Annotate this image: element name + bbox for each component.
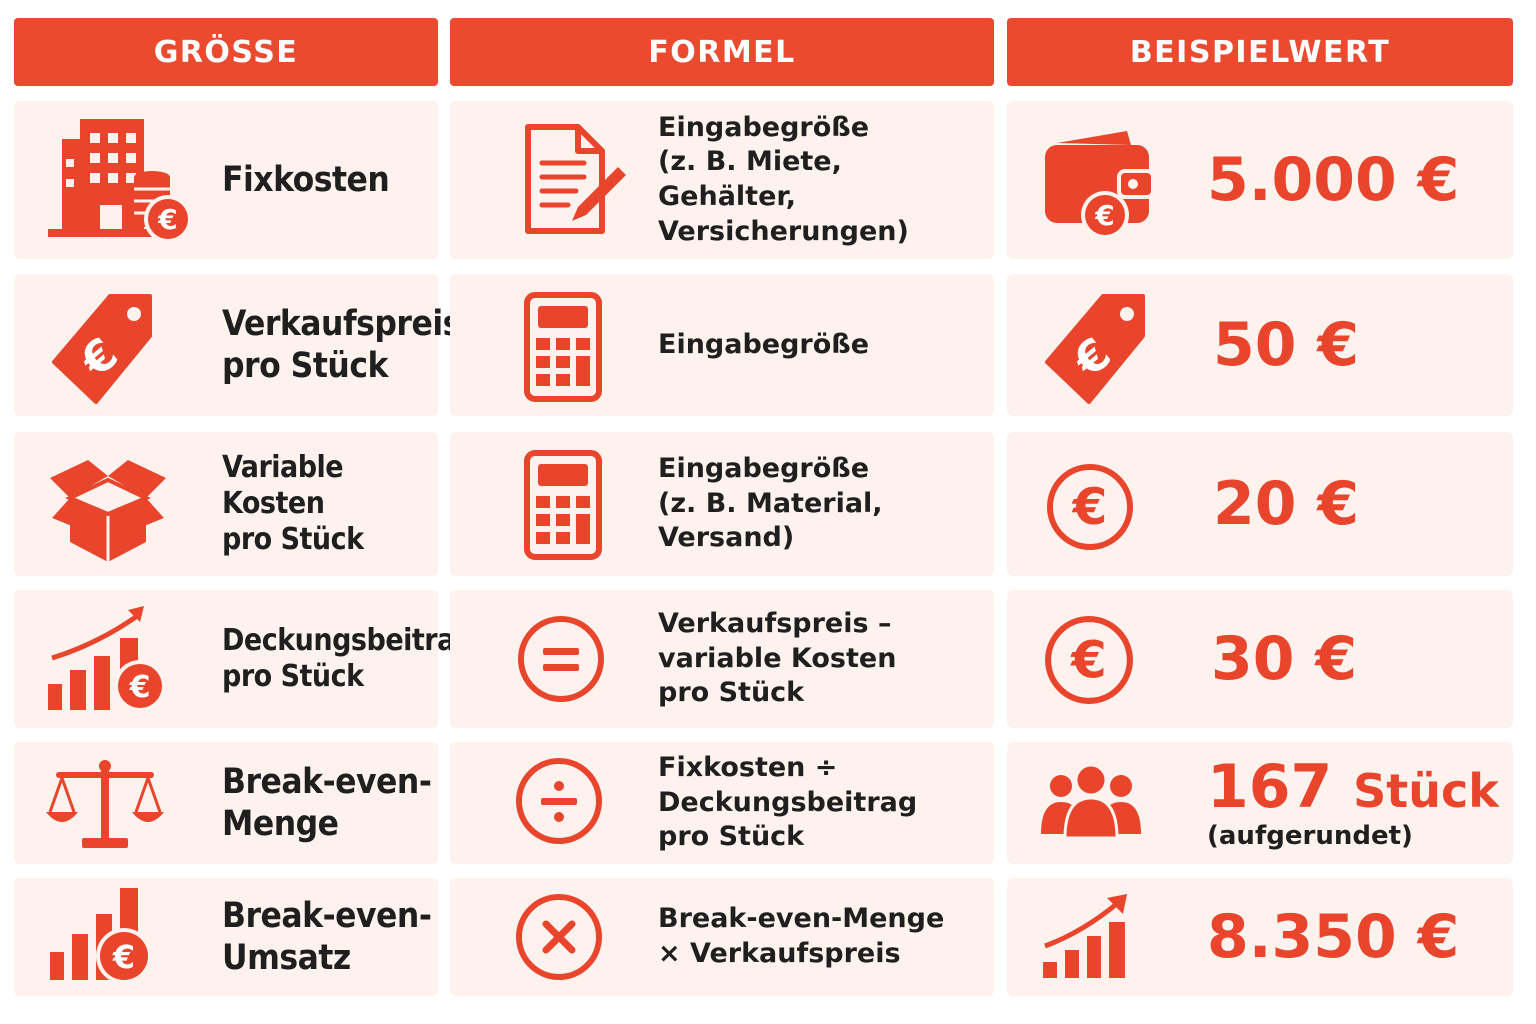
header-groesse: GRÖSSE bbox=[14, 18, 438, 86]
multiply-circle-icon bbox=[514, 892, 604, 982]
beispielwert: 30 € bbox=[1211, 590, 1357, 728]
building-coins-icon: € bbox=[48, 119, 194, 243]
wert-unit: Stück bbox=[1353, 764, 1499, 818]
divide-circle-icon bbox=[514, 756, 604, 846]
svg-text:€: € bbox=[1072, 478, 1108, 536]
svg-text:€: € bbox=[129, 670, 151, 705]
formel-text: Verkaufspreis – variable Kosten pro Stüc… bbox=[658, 608, 897, 709]
row-deckungsbeitrag-wert: € 30 € bbox=[1007, 590, 1513, 728]
row-deckungsbeitrag-groesse: € Deckungsbeitrag pro Stück bbox=[14, 590, 474, 728]
row-variable-kosten-groesse: Variable Kosten pro Stück bbox=[14, 432, 438, 576]
equals-circle-icon bbox=[516, 614, 606, 704]
row-break-even-menge-groesse: Break-even- Menge bbox=[14, 742, 438, 864]
euro-circle-icon: € bbox=[1045, 462, 1135, 552]
svg-text:€: € bbox=[1070, 631, 1107, 690]
wert-value: 167 bbox=[1207, 752, 1333, 822]
formel-text: Eingabegröße bbox=[658, 328, 870, 360]
row-verkaufspreis-wert: € 50 € bbox=[1007, 274, 1513, 416]
row-variable-kosten-wert: € 20 € bbox=[1007, 432, 1513, 576]
svg-text:€: € bbox=[1094, 199, 1114, 232]
people-group-icon bbox=[1041, 764, 1141, 838]
row-break-even-menge-formel: Fixkosten ÷ Deckungsbeitrag pro Stück bbox=[450, 742, 994, 864]
formel-text: Eingabegröße (z. B. Material, Versand) bbox=[658, 453, 883, 554]
wallet-euro-icon: € bbox=[1043, 129, 1157, 241]
row-break-even-umsatz-wert: 8.350 € bbox=[1007, 878, 1513, 996]
row-break-even-umsatz-groesse: € Break-even- Umsatz bbox=[14, 878, 438, 996]
wert-value: 20 € bbox=[1213, 469, 1360, 539]
row-break-even-menge-wert: 167 Stück (aufgerundet) bbox=[1007, 742, 1513, 864]
groesse-label: Break-even- Menge bbox=[222, 762, 432, 844]
document-pencil-icon bbox=[520, 121, 630, 239]
row-fixkosten-formel: Eingabegröße (z. B. Miete, Gehälter, Ver… bbox=[450, 101, 994, 259]
formel-text: Break-even-Menge × Verkaufspreis bbox=[658, 903, 945, 969]
row-break-even-umsatz-formel: Break-even-Menge × Verkaufspreis bbox=[450, 878, 994, 996]
header-groesse-label: GRÖSSE bbox=[153, 34, 299, 70]
groesse-label: Verkaufspreis pro Stück bbox=[222, 304, 461, 386]
formel-text: Eingabegröße (z. B. Miete, Gehälter, Ver… bbox=[658, 111, 909, 247]
wert-value: 5.000 € bbox=[1207, 145, 1460, 215]
row-deckungsbeitrag-formel: Verkaufspreis – variable Kosten pro Stüc… bbox=[450, 590, 994, 728]
euro-price-tag-icon: € bbox=[1043, 292, 1153, 408]
groesse-label: Break-even- Umsatz bbox=[222, 896, 432, 978]
bar-chart-euro-icon: € bbox=[50, 886, 156, 986]
beispielwert: 5.000 € bbox=[1207, 101, 1459, 259]
wert-note: (aufgerundet) bbox=[1207, 821, 1413, 851]
euro-price-tag-icon: € bbox=[50, 292, 160, 408]
beispielwert: 50 € bbox=[1213, 274, 1359, 416]
header-beispielwert: BEISPIELWERT bbox=[1007, 18, 1513, 86]
calculator-icon bbox=[524, 450, 602, 560]
calculator-icon bbox=[524, 292, 602, 402]
wert-value: 30 € bbox=[1211, 624, 1358, 694]
euro-circle-icon: € bbox=[1043, 614, 1135, 706]
growth-chart-euro-icon: € bbox=[48, 604, 168, 714]
growth-chart-icon bbox=[1043, 892, 1133, 980]
row-verkaufspreis-groesse: € Verkaufspreis pro Stück bbox=[14, 274, 461, 416]
row-fixkosten-groesse: € Fixkosten bbox=[14, 101, 438, 259]
row-verkaufspreis-formel: Eingabegröße bbox=[450, 274, 994, 416]
row-fixkosten-wert: € 5.000 € bbox=[1007, 101, 1513, 259]
beispielwert: 167 Stück (aufgerundet) bbox=[1207, 742, 1499, 864]
row-variable-kosten-formel: Eingabegröße (z. B. Material, Versand) bbox=[450, 432, 994, 576]
header-formel: FORMEL bbox=[450, 18, 994, 86]
groesse-label: Fixkosten bbox=[222, 160, 390, 200]
wert-value: 50 € bbox=[1213, 310, 1360, 380]
groesse-label: Deckungsbeitrag pro Stück bbox=[222, 623, 474, 694]
beispielwert: 8.350 € bbox=[1207, 878, 1459, 996]
svg-text:€: € bbox=[157, 203, 177, 236]
svg-text:€: € bbox=[112, 938, 135, 976]
header-beispielwert-label: BEISPIELWERT bbox=[1129, 34, 1391, 70]
groesse-label: Variable Kosten pro Stück bbox=[222, 450, 364, 557]
balance-scale-icon bbox=[46, 758, 164, 854]
wert-value: 8.350 € bbox=[1207, 902, 1460, 972]
header-formel-label: FORMEL bbox=[648, 34, 796, 70]
open-box-icon bbox=[48, 452, 168, 564]
formel-text: Fixkosten ÷ Deckungsbeitrag pro Stück bbox=[658, 752, 918, 853]
beispielwert: 20 € bbox=[1213, 432, 1359, 576]
